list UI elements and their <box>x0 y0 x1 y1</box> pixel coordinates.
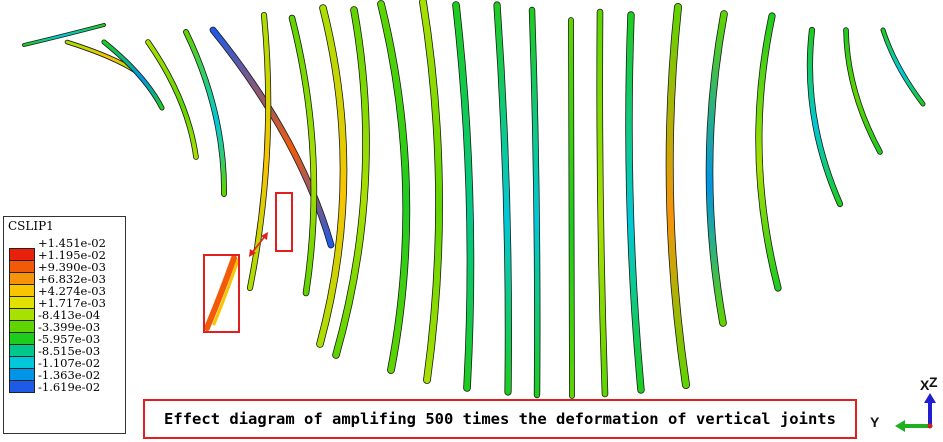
joint-body <box>333 7 369 358</box>
triad-x-label: X <box>920 377 930 393</box>
joint-body <box>529 7 540 398</box>
triad-y-arrowhead <box>895 420 905 432</box>
legend-value-labels: +1.451e-02 +1.195e-02 +9.390e-03 +6.832e-03… <box>38 237 106 393</box>
triad-y-label: Y <box>870 414 880 430</box>
joint-13 <box>452 1 475 392</box>
joint-20 <box>705 10 728 327</box>
joint-body <box>494 2 512 395</box>
joint-outline <box>183 29 227 197</box>
joint-body <box>102 40 164 110</box>
legend-label: -1.107e-02 <box>38 356 101 370</box>
legend-label: -8.413e-04 <box>38 308 101 322</box>
joint-body <box>377 0 410 374</box>
joint-body <box>146 40 198 159</box>
joint-2 <box>64 39 138 74</box>
legend-label: +4.274e-03 <box>38 284 106 298</box>
joint-body <box>65 40 137 73</box>
triad-x-axis <box>927 423 933 429</box>
joint-23 <box>843 27 883 155</box>
legend-label: -3.399e-03 <box>38 320 101 334</box>
vertical-joints-group <box>22 0 926 399</box>
legend-label: -5.957e-03 <box>38 332 101 346</box>
joint-17 <box>596 8 609 398</box>
joint-body <box>289 15 317 296</box>
joint-1 <box>22 23 106 47</box>
joint-body <box>22 23 106 47</box>
legend-color-bar <box>9 248 35 393</box>
joint-body <box>756 13 781 291</box>
legend-label: -1.619e-02 <box>38 380 101 394</box>
legend-label: +9.390e-03 <box>38 260 106 274</box>
joint-6 <box>209 26 335 249</box>
joint-5 <box>183 29 227 197</box>
triad-z-label: Z <box>929 374 938 390</box>
joint-body <box>881 28 925 106</box>
joint-4 <box>145 39 199 160</box>
joint-body <box>666 3 690 389</box>
joint-11 <box>377 0 411 374</box>
joint-body <box>706 11 727 326</box>
joint-body <box>844 28 882 154</box>
figure-caption: Effect diagram of amplifing 500 times th… <box>143 399 857 439</box>
highlight-box-lower <box>203 254 240 333</box>
joint-body <box>807 27 843 207</box>
legend-swatch <box>9 380 35 393</box>
joint-body <box>597 9 608 397</box>
cslip-legend: CSLIP1 +1.451e-02 +1.195e-02 +9.390e-03 +6.… <box>3 216 126 434</box>
joint-21 <box>755 12 782 292</box>
joint-3 <box>101 39 165 111</box>
legend-title: CSLIP1 <box>8 219 54 233</box>
joint-12 <box>419 0 443 384</box>
joint-16 <box>568 17 575 399</box>
joint-body <box>317 5 347 347</box>
legend-label: +1.717e-03 <box>38 296 106 310</box>
highlight-group <box>203 192 293 333</box>
axis-triad <box>895 393 936 432</box>
joint-7 <box>246 11 272 292</box>
joint-22 <box>806 26 844 208</box>
joint-body <box>626 12 644 393</box>
joint-high-slip-zone-inner <box>212 258 240 326</box>
joint-9 <box>316 4 348 348</box>
joint-18 <box>625 11 645 394</box>
joint-8 <box>288 14 318 297</box>
joint-body <box>453 2 474 391</box>
joint-body <box>568 17 575 399</box>
joint-body <box>210 27 334 248</box>
double-arrow-icon <box>249 232 268 257</box>
highlight-box-upper <box>275 192 293 252</box>
joint-body <box>247 12 271 291</box>
joint-14 <box>493 1 512 396</box>
joint-24 <box>880 27 926 107</box>
legend-label: -8.515e-03 <box>38 344 101 358</box>
joint-15 <box>528 6 541 399</box>
legend-label: +1.451e-02 <box>38 236 106 250</box>
legend-label: +1.195e-02 <box>38 248 106 262</box>
joint-body <box>183 29 227 197</box>
triad-z-arrowhead <box>924 393 936 403</box>
joint-19 <box>665 3 690 389</box>
joint-body <box>419 0 443 384</box>
legend-label: -1.363e-02 <box>38 368 101 382</box>
joint-outline <box>843 27 883 155</box>
joint-high-slip-zone <box>204 255 237 331</box>
joint-10 <box>332 6 370 359</box>
legend-label: +6.832e-03 <box>38 272 106 286</box>
